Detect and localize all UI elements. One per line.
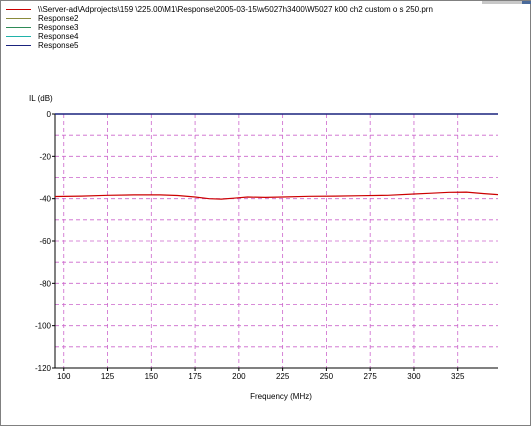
x-tick-label: 250 [320,372,334,381]
series-layer [55,192,498,199]
grid-layer [55,114,498,368]
series-line-1 [55,192,498,199]
y-tick-label: -100 [35,322,52,331]
y-axis-label: IL (dB) [29,94,53,103]
axis-layer: 0 -20 -40 -60 -80 -100 -120 100 125 150 175 200 225 2… [35,110,498,381]
y-tick-label: -80 [39,279,51,288]
x-tick-label: 275 [363,372,377,381]
y-tick-label: 0 [47,110,52,119]
x-tick-label: 150 [145,372,159,381]
x-tick-label: 125 [101,372,115,381]
label-layer: IL (dB) Frequency (MHz) [29,94,312,401]
y-tick-label: -120 [35,364,52,373]
y-tick-label: -40 [39,195,51,204]
x-tick-label: 300 [407,372,421,381]
x-axis-label: Frequency (MHz) [250,392,312,401]
x-tick-label: 100 [57,372,71,381]
y-tick-label: -20 [39,152,51,161]
x-tick-label: 200 [232,372,246,381]
y-tick-label: -60 [39,237,51,246]
x-tick-label: 325 [451,372,465,381]
x-tick-label: 225 [276,372,290,381]
x-tick-label: 175 [188,372,202,381]
